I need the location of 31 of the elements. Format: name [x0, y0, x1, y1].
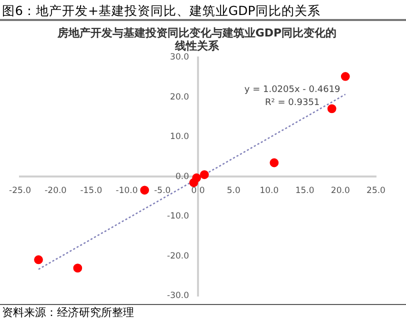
x-tick-label: 10.0 [260, 186, 279, 196]
y-tick-label: 20.0 [170, 92, 189, 102]
point [140, 186, 150, 195]
annotation: R² = 0.9351 [265, 98, 320, 108]
point [200, 170, 209, 180]
x-tick-label: -25.0 [8, 186, 31, 196]
x-tick-label: 5.0 [226, 186, 240, 196]
point [340, 72, 350, 81]
x-tick-label: -10.0 [116, 186, 138, 196]
x-tick-label: 15.0 [295, 186, 314, 196]
point [34, 255, 43, 264]
y-tick-label: 10.0 [170, 132, 189, 142]
y-tick-label: -20.0 [167, 251, 189, 262]
point [327, 104, 336, 114]
text: 资料来源：经济研究所整理 [0, 304, 406, 321]
chart-subtitle: 房地产开发与基建投资同比变化与建筑业GDP同比变化的线性关系 [56, 26, 337, 53]
point [192, 173, 202, 182]
x-tick-label: -15.0 [80, 186, 102, 196]
y-tick-label: 30.0 [170, 52, 189, 63]
point [270, 158, 279, 168]
x-tick-label: 0.0 [191, 186, 205, 196]
y-tick-label: -10.0 [167, 212, 189, 222]
chart-title: 图6：地产开发+基建投资同比、建筑业GDP同比的关系 [0, 0, 406, 21]
annotation: y = 1.0205x - 0.4619 [244, 84, 341, 95]
point [73, 264, 82, 273]
x-tick-label: 20.0 [330, 186, 350, 196]
x-tick-label: -20.0 [44, 186, 67, 196]
y-tick-label: -30.0 [167, 291, 189, 302]
x-tick-label: 25.0 [366, 186, 386, 196]
y-tick-label: 0.0 [175, 172, 189, 182]
x-tick-label: -5.0 [154, 186, 171, 196]
